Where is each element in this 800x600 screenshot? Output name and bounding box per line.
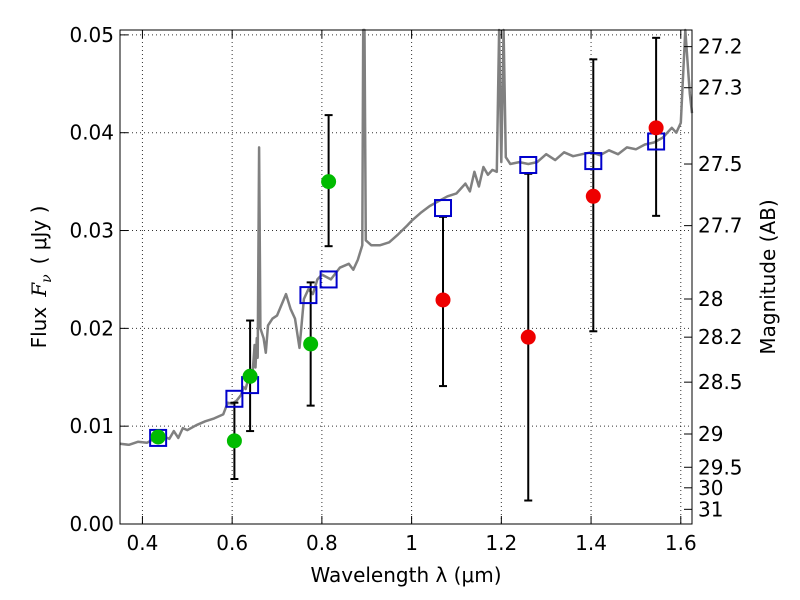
x-axis-label: Wavelength λ (μm) <box>310 563 501 587</box>
y-tick-label: 0.03 <box>69 219 114 243</box>
x-tick-label: 0.6 <box>216 531 248 555</box>
y-tick-label: 0.01 <box>69 414 114 438</box>
observed-flux-point <box>648 120 664 136</box>
observed-flux-point <box>435 292 451 308</box>
y-tick-label: 0.04 <box>69 121 114 145</box>
y-axis-label: FluxFν( μJy ) <box>27 206 55 349</box>
x-tick-label: 1.6 <box>665 531 697 555</box>
observed-flux-point <box>226 433 242 449</box>
plot-frame <box>119 29 693 525</box>
observed-flux-point <box>585 188 601 204</box>
right-axis-label: Magnitude (AB) <box>756 199 780 354</box>
observed-flux-point <box>520 329 536 345</box>
model-flux-square <box>519 155 538 174</box>
x-tick-label: 1.4 <box>575 531 607 555</box>
y-tick-label: 0.05 <box>69 23 114 47</box>
x-tick-label: 1.2 <box>485 531 517 555</box>
observed-flux-point <box>303 336 319 352</box>
right-tick-label: 30 <box>698 476 723 500</box>
right-tick-label: 27.3 <box>698 76 743 100</box>
observed-flux-point <box>150 429 166 445</box>
model-flux-square <box>299 286 318 305</box>
right-tick-label: 28 <box>698 287 723 311</box>
observed-flux-point <box>242 368 258 384</box>
right-tick-label: 29 <box>698 422 723 446</box>
model-sed-line <box>119 28 694 447</box>
right-tick-label: 27.2 <box>698 35 743 59</box>
x-tick-label: 0.8 <box>306 531 338 555</box>
x-tick-label: 1 <box>405 531 418 555</box>
model-flux-square <box>434 199 453 218</box>
model-flux-square <box>319 270 338 289</box>
right-tick-label: 27.5 <box>698 152 743 176</box>
grid-lines <box>120 30 692 524</box>
model-flux-square <box>225 389 244 408</box>
right-tick-label: 28.2 <box>698 325 743 349</box>
plot-series <box>119 28 694 502</box>
y-tick-label: 0.02 <box>69 316 114 340</box>
right-tick-label: 29.5 <box>698 455 743 479</box>
right-tick-label: 31 <box>698 497 723 521</box>
axis-ticks: 0.4 0.6 0.8 1 1.2 1.4 1.6 0.00 0.01 0.02 0.03 0.04 0… <box>69 23 742 555</box>
model-flux-square <box>584 152 603 171</box>
y-tick-label: 0.00 <box>69 512 114 536</box>
right-tick-label: 28.5 <box>698 370 743 394</box>
observed-flux-point <box>321 174 337 190</box>
x-tick-label: 0.4 <box>127 531 159 555</box>
right-tick-label: 27.7 <box>698 214 743 238</box>
